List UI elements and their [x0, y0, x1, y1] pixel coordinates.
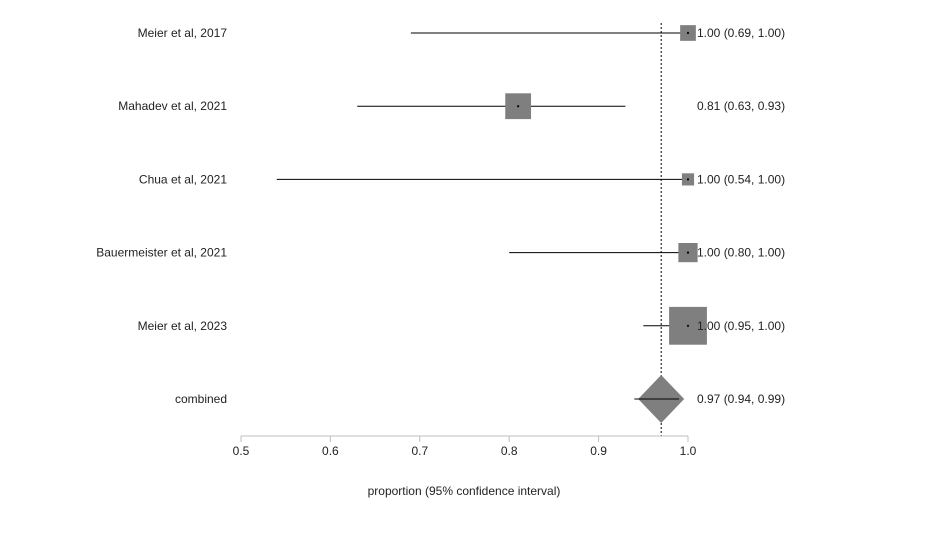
tick-label: 0.8 — [501, 444, 518, 458]
combined-ci-text: 0.97 (0.94, 0.99) — [697, 392, 785, 406]
ci-text: 1.00 (0.54, 1.00) — [697, 172, 785, 186]
point-estimate — [686, 251, 690, 254]
tick-label: 1.0 — [680, 444, 697, 458]
study-label: Bauermeister et al, 2021 — [96, 246, 227, 260]
x-axis-label: proportion (95% confidence interval) — [368, 484, 561, 498]
study-row: Meier et al, 2023 1.00 (0.95, 1.00) — [138, 306, 785, 345]
point-estimate — [517, 105, 520, 108]
study-label: Meier et al, 2023 — [138, 319, 228, 333]
tick-label: 0.5 — [233, 444, 250, 458]
point-estimate — [686, 31, 690, 35]
ci-text: 1.00 (0.80, 1.00) — [697, 246, 785, 260]
tick-label: 0.7 — [411, 444, 428, 458]
study-row: Bauermeister et al, 2021 1.00 (0.80, 1.00… — [96, 242, 785, 263]
forest-rows: Meier et al, 2017 1.00 (0.69, 1.00) Mahade… — [96, 25, 785, 423]
point-estimate — [686, 324, 690, 327]
study-label: Mahadev et al, 2021 — [118, 99, 227, 113]
x-axis: 0.5 0.6 0.7 0.8 0.9 1.0 — [233, 435, 697, 458]
tick-label: 0.9 — [590, 444, 607, 458]
ci-text: 1.00 (0.95, 1.00) — [697, 319, 785, 333]
point-estimate — [686, 178, 690, 181]
study-label: Chua et al, 2021 — [139, 172, 227, 186]
combined-label: combined — [175, 392, 227, 406]
study-row: Mahadev et al, 2021 0.81 (0.63, 0.93) — [118, 93, 785, 120]
tick-label: 0.6 — [322, 444, 339, 458]
combined-row: combined 0.97 (0.94, 0.99) — [175, 375, 785, 423]
study-row: Chua et al, 2021 1.00 (0.54, 1.00) — [139, 172, 785, 186]
study-row: Meier et al, 2017 1.00 (0.69, 1.00) — [138, 25, 785, 41]
study-label: Meier et al, 2017 — [138, 26, 228, 40]
ci-text: 1.00 (0.69, 1.00) — [697, 26, 785, 40]
ci-text: 0.81 (0.63, 0.93) — [697, 99, 785, 113]
